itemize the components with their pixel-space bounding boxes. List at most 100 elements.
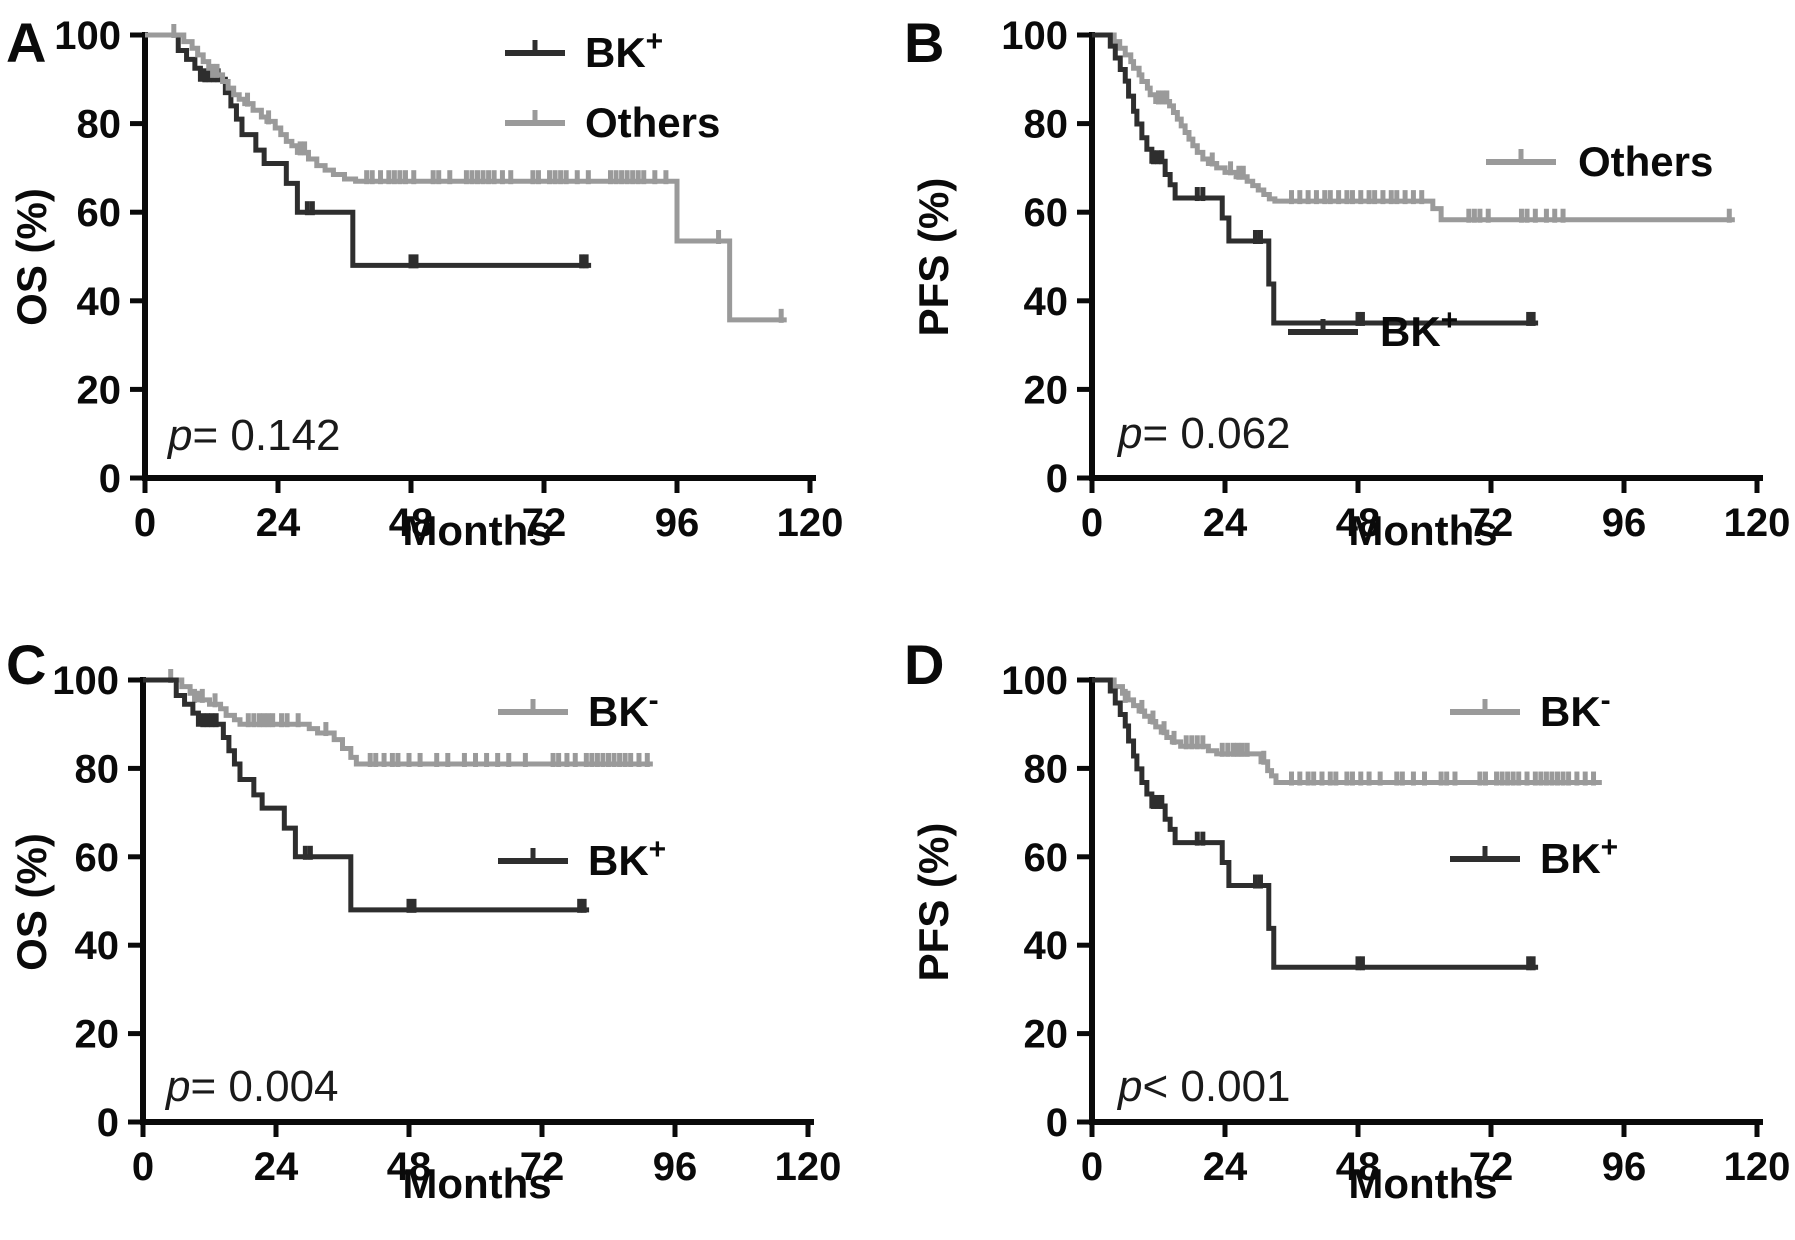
censor-tick-bk-minus [1538, 771, 1544, 786]
censor-tick-others [1726, 208, 1732, 223]
censor-tick-others [1518, 208, 1524, 223]
x-tick-label: 24 [1203, 1145, 1248, 1189]
censor-tick-others [624, 170, 630, 185]
censor-tick-others [171, 24, 177, 38]
censor-tick-others [391, 170, 397, 185]
censor-tick-bk-minus [1194, 735, 1200, 750]
censor-tick-bk-plus [1194, 831, 1200, 846]
censor-tick-others [1543, 208, 1549, 223]
censor-tick-others [1532, 208, 1538, 223]
censor-tick-others [210, 63, 216, 78]
censor-tick-bk-plus [1155, 150, 1161, 165]
p-value: p= 0.004 [164, 1062, 339, 1111]
censor-tick-bk-minus [1494, 771, 1500, 786]
censor-tick-others [1372, 190, 1378, 205]
censor-tick-bk-minus [600, 752, 606, 767]
censor-tick-others [630, 170, 636, 185]
censor-tick-bk-minus [1399, 771, 1405, 786]
censor-tick-bk-minus [1289, 771, 1294, 786]
censor-tick-others [1524, 208, 1530, 223]
km-curve-bk-plus [1092, 32, 1539, 326]
censor-tick-bk-plus [1194, 187, 1200, 202]
x-tick-label: 48 [389, 501, 434, 545]
censor-tick-bk-minus [1297, 771, 1303, 786]
x-tick-label: 24 [256, 501, 301, 545]
censor-tick-bk-minus [168, 669, 174, 683]
censor-tick-others [1322, 190, 1328, 205]
censor-tick-bk-minus [564, 752, 570, 767]
censor-tick-bk-minus [1122, 688, 1128, 703]
censor-tick-others [1236, 165, 1242, 180]
censor-tick-bk-minus [1549, 771, 1555, 786]
censor-tick-others [1228, 161, 1234, 176]
censor-tick-others [574, 170, 580, 185]
censor-tick-bk-plus [581, 898, 587, 913]
censor-tick-bk-minus [245, 713, 251, 728]
km-curve-bk-plus [145, 32, 592, 268]
censor-tick-bk-plus [309, 201, 315, 216]
censor-tick-bk-plus [302, 845, 308, 860]
censor-tick-others [1477, 208, 1483, 223]
y-tick-label: 100 [1001, 659, 1068, 703]
censor-tick-bk-plus [1252, 874, 1258, 889]
legend-label-bk-minus: BK- [1540, 684, 1611, 735]
censor-tick-bk-minus [406, 752, 412, 767]
censor-tick-bk-plus [406, 898, 412, 913]
x-tick-label: 96 [1602, 501, 1647, 545]
censor-tick-bk-minus [594, 752, 600, 767]
censor-tick-bk-minus [1161, 721, 1167, 736]
panel-letter: D [904, 633, 944, 696]
censor-tick-bk-plus [200, 713, 206, 728]
y-tick-label: 20 [77, 368, 122, 412]
censor-tick-bk-minus [1410, 771, 1416, 786]
censor-tick-bk-minus [279, 713, 285, 728]
censor-tick-bk-minus [256, 713, 262, 728]
x-axis-title: Months [1348, 1160, 1497, 1207]
censor-tick-others [436, 170, 442, 185]
censor-tick-bk-plus [213, 713, 219, 728]
censor-tick-others [214, 63, 220, 78]
censor-tick-bk-plus [1159, 150, 1165, 165]
x-axis-title: Months [402, 507, 551, 554]
censor-tick-bk-minus [199, 688, 205, 703]
censor-tick-others [302, 141, 308, 156]
km-curve-bk-plus [143, 677, 590, 913]
y-tick-label: 80 [1024, 103, 1069, 147]
censor-tick-bk-minus [1510, 771, 1516, 786]
km-curve-others [1092, 32, 1735, 223]
x-tick-label: 72 [520, 1145, 565, 1189]
censor-tick-others [1313, 190, 1319, 205]
censor-tick-bk-minus [192, 688, 198, 703]
censor-tick-bk-minus [611, 752, 617, 767]
legend-label-others: Others [1578, 138, 1713, 185]
x-tick-label: 48 [387, 1145, 432, 1189]
censor-tick-bk-plus [1252, 229, 1258, 244]
censor-tick-bk-plus [304, 201, 310, 216]
x-axis-title: Months [402, 1160, 551, 1207]
censor-tick-bk-minus [572, 752, 578, 767]
y-tick-label: 80 [1024, 747, 1069, 791]
censor-tick-bk-minus [1225, 742, 1231, 757]
censor-tick-bk-minus [367, 752, 373, 767]
x-tick-label: 0 [1081, 1145, 1103, 1189]
panel-letter: A [6, 11, 46, 74]
x-tick-label: 0 [134, 501, 156, 545]
censor-tick-others [547, 170, 553, 185]
legend-symbol-censor-bk-minus [1482, 699, 1488, 714]
censor-tick-bk-minus [265, 713, 271, 728]
censor-tick-bk-minus [1305, 771, 1311, 786]
censor-tick-others [1297, 190, 1303, 205]
y-tick-label: 40 [1024, 924, 1069, 968]
censor-tick-bk-plus [1359, 956, 1365, 971]
censor-tick-others [1289, 190, 1294, 205]
km-plot-B: 0 24 48 72 96 120 0 20 40 60 80 100 Months PFS (%) Bp=… [904, 11, 1790, 554]
censor-tick-bk-plus [1526, 956, 1532, 971]
censor-tick-others [585, 170, 591, 185]
censor-tick-others [1349, 190, 1355, 205]
censor-tick-bk-minus [381, 752, 387, 767]
censor-tick-others [530, 170, 536, 185]
censor-tick-others [1410, 190, 1416, 205]
censor-tick-others [430, 170, 436, 185]
censor-tick-bk-minus [1591, 771, 1597, 786]
censor-tick-bk-minus [644, 752, 650, 767]
